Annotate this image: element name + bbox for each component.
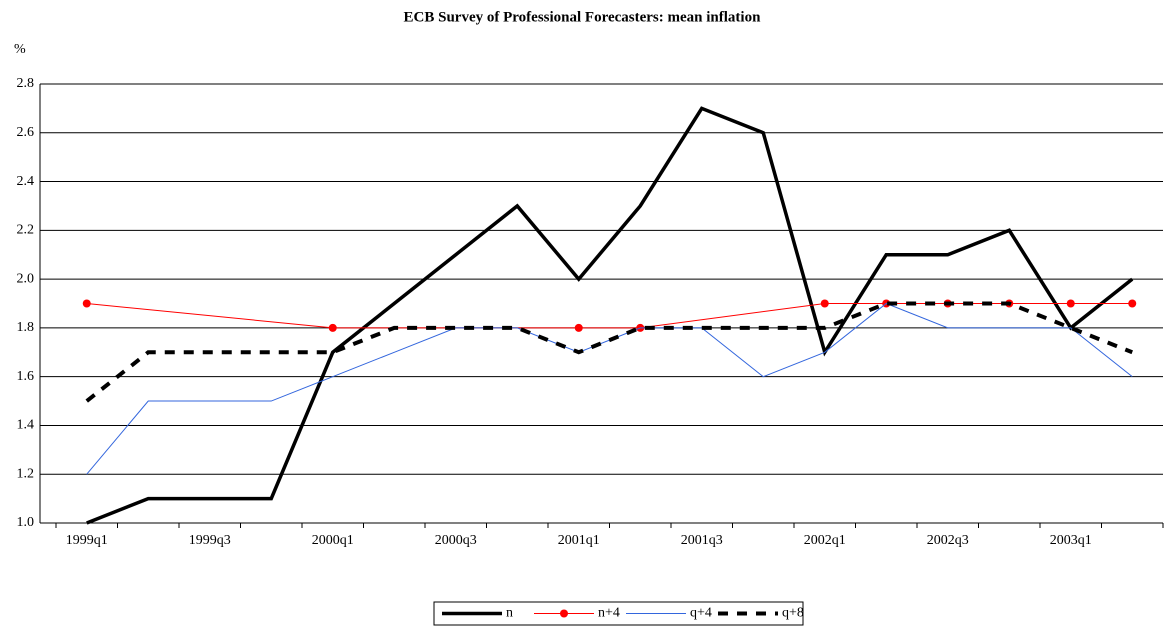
- series-line: [86, 106, 1134, 525]
- marker: [574, 323, 583, 332]
- y-tick-label: 1.6: [17, 369, 35, 384]
- marker: [1128, 299, 1137, 308]
- y-tick-label: 2.6: [17, 125, 35, 140]
- marker: [82, 299, 91, 308]
- y-tick-label: 1.8: [17, 320, 35, 335]
- y-tick-label: 2.8: [17, 76, 35, 91]
- legend-label: n+4: [598, 606, 620, 621]
- x-tick-label: 2003q1: [1050, 533, 1092, 548]
- x-tick-label: 2002q3: [927, 533, 969, 548]
- series-line: [86, 302, 1133, 475]
- y-tick-label: 1.2: [17, 466, 35, 481]
- x-tick-label: 2000q1: [312, 533, 354, 548]
- x-tick-label: 2002q1: [804, 533, 846, 548]
- y-tick-label: 2.2: [17, 223, 35, 238]
- y-tick-label: 2.0: [17, 271, 35, 286]
- marker: [328, 323, 337, 332]
- legend-label: q+8: [782, 606, 804, 621]
- y-tick-label: 1.4: [17, 418, 35, 433]
- marker: [1066, 299, 1075, 308]
- x-tick-label: 2000q3: [435, 533, 477, 548]
- x-tick-label: 2001q1: [558, 533, 600, 548]
- legend-marker: [560, 609, 568, 618]
- legend-label: n: [506, 606, 513, 621]
- x-tick-label: 1999q3: [189, 533, 231, 548]
- x-tick-label: 1999q1: [66, 533, 108, 548]
- y-axis-label: %: [14, 42, 26, 57]
- series-line: [85, 301, 1133, 403]
- legend-label: q+4: [690, 606, 712, 621]
- series-line: [86, 303, 1133, 329]
- marker: [820, 299, 829, 308]
- x-tick-label: 2001q3: [681, 533, 723, 548]
- chart-title: ECB Survey of Professional Forecasters: …: [404, 9, 762, 25]
- y-tick-label: 1.0: [17, 515, 35, 530]
- y-tick-label: 2.4: [17, 174, 35, 189]
- legend-box: [433, 601, 804, 626]
